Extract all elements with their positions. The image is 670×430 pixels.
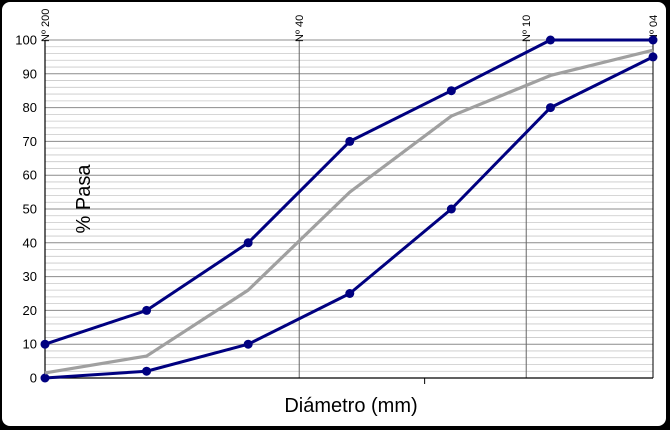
sieve-label: Nº 10	[521, 15, 533, 42]
series-line	[44, 55, 654, 380]
series-line	[44, 48, 654, 375]
data-point	[142, 305, 152, 315]
data-point	[142, 366, 152, 376]
y-tick-label: 40	[23, 235, 37, 250]
data-point	[345, 136, 355, 146]
y-tick-label: 60	[23, 168, 37, 183]
data-point	[345, 289, 355, 298]
data-point	[40, 373, 50, 383]
y-tick-label: 0	[30, 371, 37, 386]
sieve-label: Nº 40	[294, 15, 306, 42]
y-tick-label: 30	[23, 269, 37, 284]
data-point	[648, 35, 658, 45]
y-tick-label: 10	[23, 337, 37, 352]
y-tick-label: 80	[23, 100, 37, 115]
data-point	[243, 339, 253, 349]
data-point	[446, 86, 456, 96]
chart-frame: 0 10 20 30 40 50 60 70 80 90 100 Nº 200 Nº 40 Nº 10 N…	[2, 2, 666, 426]
data-point	[243, 238, 253, 248]
y-tick-label: 90	[23, 66, 37, 81]
data-point	[446, 204, 456, 214]
x-axis-title: Diámetro (mm)	[284, 395, 417, 417]
y-tick-label: 70	[23, 134, 37, 149]
series-group	[40, 35, 658, 383]
data-point	[545, 35, 555, 45]
data-point	[545, 103, 555, 113]
grid	[44, 39, 654, 384]
y-axis-title: % Pasa	[73, 164, 95, 234]
y-tick-label: 50	[23, 202, 37, 217]
sieve-labels: Nº 200 Nº 40 Nº 10 Nº 04	[40, 9, 660, 42]
y-tick-labels: 0 10 20 30 40 50 60 70 80 90 100	[15, 33, 37, 386]
sieve-label: Nº 200	[40, 9, 52, 42]
y-tick-label: 20	[23, 303, 37, 318]
sieve-label: Nº 04	[648, 15, 660, 42]
y-tick-label: 100	[15, 33, 37, 48]
data-point	[40, 339, 50, 349]
data-point	[648, 52, 658, 62]
